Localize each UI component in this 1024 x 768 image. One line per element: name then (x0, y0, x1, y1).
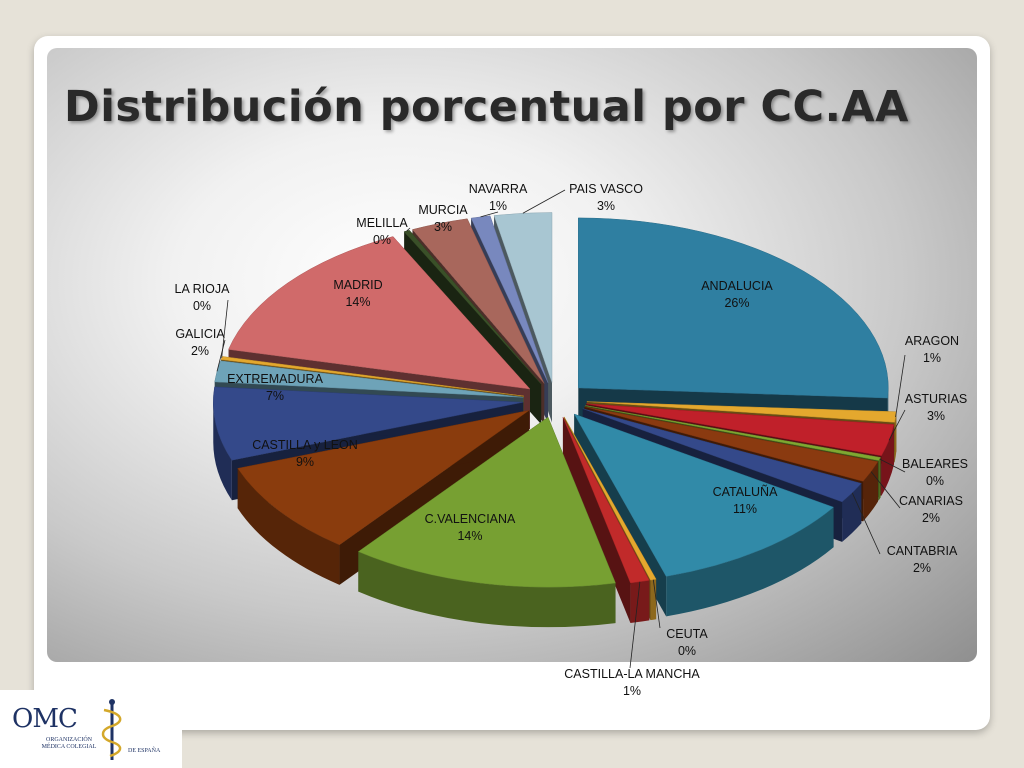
slice-percent: 1% (923, 351, 941, 365)
pie-slice-rim (630, 580, 650, 623)
slice-percent: 7% (266, 389, 284, 403)
leader-line (895, 354, 906, 418)
slice-label: ANDALUCIA (701, 279, 773, 293)
pie-slice-top (470, 215, 549, 383)
leader-line (480, 211, 499, 218)
pie-slice-top (585, 405, 881, 461)
leader-line (879, 458, 906, 473)
pie-slice-rim (878, 457, 881, 501)
leader-line (629, 581, 641, 669)
omc-logo: OMC ORGANIZACIÓN MÉDICA COLEGIAL DE ESPA… (0, 690, 182, 768)
pie-slice-top (578, 217, 889, 399)
pie-slice-rim (894, 411, 897, 463)
slice-label: CASTILLA y LEON (252, 438, 358, 452)
slice-label: CASTILLA-LA MANCHA (564, 667, 700, 681)
slice-label: MADRID (333, 278, 382, 292)
slice-label: CATALUÑA (713, 485, 778, 499)
slice-percent: 11% (733, 502, 757, 516)
pie-slice-rim (358, 551, 616, 628)
pie-slice-top (237, 410, 530, 546)
slice-percent: 3% (927, 409, 945, 423)
leader-line (522, 189, 566, 214)
leader-line (870, 471, 901, 509)
logo-abbr: OMC (12, 704, 78, 734)
logo-subtitle-2: DE ESPAÑA (128, 748, 161, 754)
pie-slice-top (573, 413, 835, 577)
pie-slice-wall (562, 417, 631, 623)
slice-percent: 1% (489, 199, 507, 213)
leader-line (851, 492, 881, 555)
slice-label: BALEARES (902, 457, 968, 471)
slice-label: NAVARRA (469, 182, 528, 196)
pie-slice-top (562, 416, 650, 584)
leader-line (439, 221, 441, 224)
pie-slice-8 (562, 416, 650, 623)
slice-percent: 2% (913, 561, 931, 575)
leader-line (652, 579, 661, 629)
slice-percent: 3% (597, 199, 615, 213)
pie-slice-top (214, 360, 524, 398)
slice-percent: 2% (922, 511, 940, 525)
pie-slice-top (584, 406, 879, 482)
leader-line (216, 339, 226, 372)
pie-slice-rim (650, 579, 657, 621)
slice-percent: 0% (193, 299, 211, 313)
leader-line (221, 299, 229, 359)
slice-percent: 26% (724, 296, 749, 310)
pie-slice-top (357, 416, 616, 588)
slice-label: MURCIA (418, 203, 468, 217)
pie-slice-rim (863, 461, 878, 522)
caduceus-icon (101, 699, 122, 760)
pie-slice-rim (237, 468, 340, 585)
slice-percent: 2% (191, 344, 209, 358)
pie-slice-rim (666, 507, 834, 617)
slice-label: EXTREMADURA (227, 372, 324, 386)
pie-slice-rim (213, 402, 232, 501)
pie-slice-top (228, 236, 531, 390)
slice-label: CANARIAS (899, 494, 963, 508)
pie-slice-top (403, 229, 542, 385)
slice-label: GALICIA (175, 327, 225, 341)
slice-percent: 0% (926, 474, 944, 488)
slice-label: ASTURIAS (905, 392, 968, 406)
slice-label: PAIS VASCO (569, 182, 643, 196)
slice-label: CEUTA (666, 627, 708, 641)
slice-percent: 3% (434, 220, 452, 234)
slice-label: LA RIOJA (175, 282, 231, 296)
slice-percent: 14% (457, 529, 482, 543)
pie-labels: ANDALUCIA 26% ARAGON 1% ASTURIAS 3% BALEARES 0%… (175, 182, 968, 698)
leader-line (406, 227, 411, 232)
pie-slice-top (563, 416, 657, 581)
leader-line (888, 409, 906, 441)
slice-percent: 0% (373, 233, 391, 247)
logo-subtitle: ORGANIZACIÓN MÉDICA COLEGIAL (41, 737, 97, 750)
slice-percent: 0% (678, 644, 696, 658)
slice-label: ARAGON (905, 334, 959, 348)
pie-slice-top (213, 386, 524, 461)
slice-percent: 9% (296, 455, 314, 469)
pie-slice-rim (881, 424, 894, 496)
pie-slice-9 (357, 416, 616, 628)
slice-percent: 14% (345, 295, 370, 309)
slice-percent: 1% (623, 684, 641, 698)
slice-label: C.VALENCIANA (425, 512, 516, 526)
slice-label: MELILLA (356, 216, 408, 230)
pie-slices (213, 212, 897, 628)
page-title: Distribución porcentual por CC.AA (64, 82, 909, 132)
pie-slice-top (582, 408, 862, 503)
slice-label: CANTABRIA (887, 544, 958, 558)
